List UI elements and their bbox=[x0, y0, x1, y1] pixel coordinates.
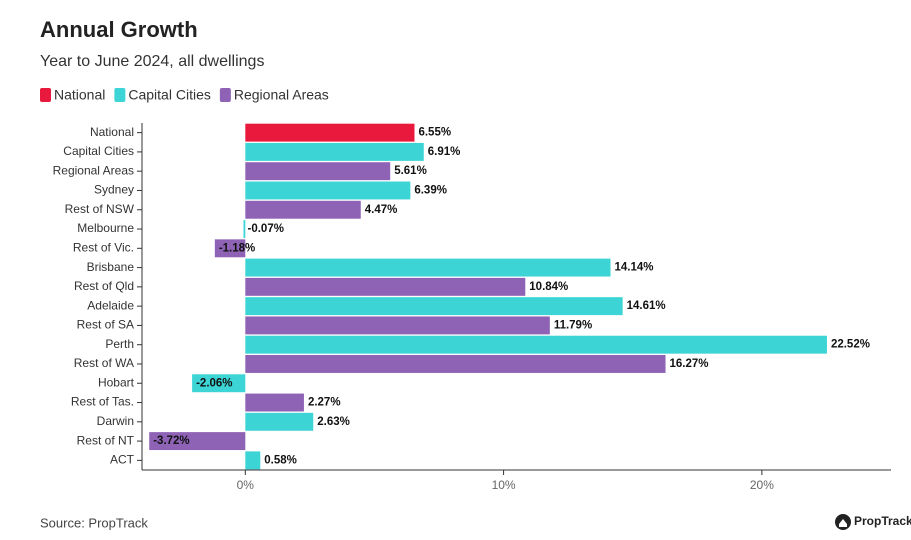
y-tick-label: Capital Cities bbox=[63, 144, 134, 158]
x-tick-label: 0% bbox=[237, 478, 255, 492]
value-label: -3.72% bbox=[153, 435, 189, 447]
bar bbox=[245, 162, 391, 181]
value-label: 11.79% bbox=[554, 319, 592, 331]
legend-swatch bbox=[114, 88, 126, 102]
y-tick-label: Perth bbox=[105, 337, 134, 351]
bar bbox=[245, 451, 261, 470]
bar bbox=[192, 374, 246, 393]
chart-title: Annual Growth bbox=[40, 17, 198, 42]
x-tick-label: 10% bbox=[492, 478, 516, 492]
value-label: -1.18% bbox=[219, 242, 255, 254]
bar bbox=[245, 393, 304, 412]
value-label: 2.63% bbox=[317, 416, 350, 428]
bar bbox=[245, 335, 827, 354]
bar bbox=[245, 258, 611, 277]
value-label: -0.07% bbox=[248, 223, 284, 235]
bar bbox=[245, 297, 623, 316]
bar bbox=[245, 355, 666, 373]
chart-subtitle: Year to June 2024, all dwellings bbox=[40, 53, 264, 70]
y-tick-label: Rest of SA bbox=[77, 318, 134, 332]
value-label: 6.91% bbox=[428, 146, 461, 158]
y-tick-label: Rest of NSW bbox=[65, 202, 135, 216]
legend-label: Capital Cities bbox=[128, 87, 210, 103]
bar bbox=[245, 200, 361, 219]
source: Source: PropTrack bbox=[40, 515, 148, 530]
y-tick-label: Regional Areas bbox=[53, 163, 134, 177]
bar bbox=[149, 432, 246, 451]
y-tick-label: Darwin bbox=[97, 414, 134, 428]
value-label: 5.61% bbox=[394, 165, 427, 177]
value-label: 14.14% bbox=[615, 262, 654, 274]
logo: PropTrack bbox=[854, 514, 911, 528]
x-tick-label: 20% bbox=[750, 478, 774, 492]
y-tick-label: ACT bbox=[110, 453, 135, 467]
value-label: 4.47% bbox=[365, 204, 398, 216]
bar bbox=[245, 123, 415, 142]
bar bbox=[245, 181, 411, 200]
bar bbox=[245, 277, 526, 296]
legend-label: Regional Areas bbox=[234, 87, 329, 103]
y-tick-label: Hobart bbox=[98, 375, 135, 389]
bar bbox=[245, 412, 314, 431]
value-label: 6.55% bbox=[418, 127, 451, 139]
value-label: 0.58% bbox=[264, 454, 297, 466]
y-tick-label: Rest of NT bbox=[77, 433, 135, 447]
value-label: 10.84% bbox=[529, 281, 568, 293]
y-tick-label: Rest of Tas. bbox=[71, 395, 134, 409]
y-tick-label: Rest of WA bbox=[74, 356, 134, 370]
value-label: -2.06% bbox=[196, 377, 232, 389]
y-tick-label: Brisbane bbox=[87, 260, 135, 274]
y-tick-label: National bbox=[90, 125, 134, 139]
bar bbox=[245, 142, 424, 161]
bar bbox=[245, 316, 550, 335]
value-label: 22.52% bbox=[831, 339, 870, 351]
y-tick-label: Adelaide bbox=[87, 298, 134, 312]
y-tick-label: Melbourne bbox=[77, 221, 134, 235]
y-tick-label: Sydney bbox=[94, 183, 134, 197]
legend-swatch bbox=[219, 88, 231, 102]
legend-label: National bbox=[54, 87, 105, 103]
y-tick-label: Rest of Vic. bbox=[73, 240, 134, 254]
bar bbox=[243, 220, 246, 238]
value-label: 6.39% bbox=[414, 185, 447, 197]
y-tick-label: Rest of Qld bbox=[74, 279, 134, 293]
value-label: 14.61% bbox=[627, 300, 666, 312]
bar bbox=[214, 239, 246, 258]
logo-house bbox=[839, 519, 847, 527]
value-label: 2.27% bbox=[308, 397, 341, 409]
legend-swatch bbox=[40, 88, 51, 102]
value-label: 16.27% bbox=[670, 358, 709, 370]
